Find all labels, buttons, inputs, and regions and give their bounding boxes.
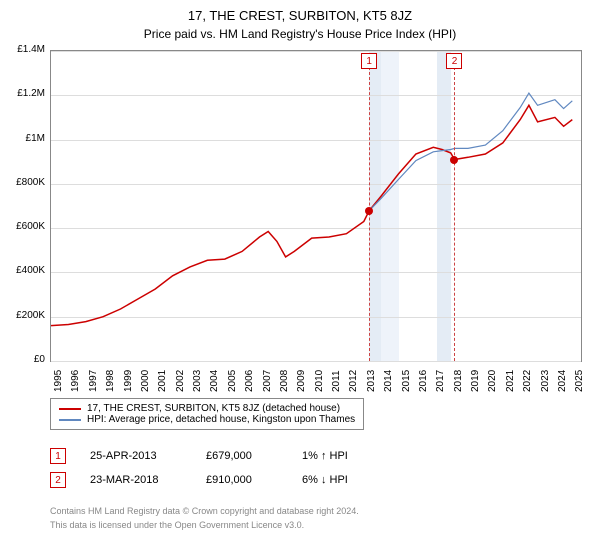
transaction-num-icon: 2 xyxy=(50,472,66,488)
x-axis-label: 2011 xyxy=(331,370,342,392)
legend-box: 17, THE CREST, SURBITON, KT5 8JZ (detach… xyxy=(50,398,364,430)
x-axis-label: 2017 xyxy=(435,370,446,392)
x-axis-label: 2008 xyxy=(279,370,290,392)
legend-label: HPI: Average price, detached house, King… xyxy=(87,414,355,425)
y-axis-label: £200K xyxy=(0,310,45,321)
series-line-hpi xyxy=(369,93,572,211)
x-axis-label: 2004 xyxy=(209,370,220,392)
marker-line xyxy=(454,67,455,361)
legend-label: 17, THE CREST, SURBITON, KT5 8JZ (detach… xyxy=(87,403,340,414)
x-axis-label: 2015 xyxy=(401,370,412,392)
x-axis-label: 2024 xyxy=(557,370,568,392)
x-axis-label: 2019 xyxy=(470,370,481,392)
transaction-price: £910,000 xyxy=(206,474,286,486)
x-axis-label: 2025 xyxy=(574,370,585,392)
y-axis-label: £800K xyxy=(0,177,45,188)
x-axis-label: 2001 xyxy=(157,370,168,392)
sale-point xyxy=(450,156,458,164)
footer-line: Contains HM Land Registry data © Crown c… xyxy=(50,506,359,516)
x-axis-label: 2013 xyxy=(366,370,377,392)
legend-swatch xyxy=(59,408,81,410)
chart-title: 17, THE CREST, SURBITON, KT5 8JZ xyxy=(0,0,600,23)
transaction-delta: 1% ↑ HPI xyxy=(302,450,348,462)
y-axis-label: £600K xyxy=(0,221,45,232)
legend-swatch xyxy=(59,419,81,421)
x-axis-label: 2006 xyxy=(244,370,255,392)
x-axis-label: 2020 xyxy=(487,370,498,392)
chart-subtitle: Price paid vs. HM Land Registry's House … xyxy=(0,23,600,41)
y-axis-label: £1M xyxy=(0,133,45,144)
x-axis-label: 2003 xyxy=(192,370,203,392)
x-axis-label: 2014 xyxy=(383,370,394,392)
transaction-row: 2 23-MAR-2018 £910,000 6% ↓ HPI xyxy=(50,472,348,488)
transaction-date: 25-APR-2013 xyxy=(90,450,190,462)
x-axis-label: 2007 xyxy=(262,370,273,392)
x-axis-label: 1999 xyxy=(123,370,134,392)
transaction-date: 23-MAR-2018 xyxy=(90,474,190,486)
footer-line: This data is licensed under the Open Gov… xyxy=(50,520,304,530)
transaction-price: £679,000 xyxy=(206,450,286,462)
x-axis-label: 2012 xyxy=(348,370,359,392)
x-axis-label: 2002 xyxy=(175,370,186,392)
y-axis-label: £1.2M xyxy=(0,88,45,99)
chart-container: 17, THE CREST, SURBITON, KT5 8JZ Price p… xyxy=(0,0,600,560)
x-axis-label: 2000 xyxy=(140,370,151,392)
gridline xyxy=(51,361,581,362)
x-axis-label: 2005 xyxy=(227,370,238,392)
x-axis-label: 1995 xyxy=(53,370,64,392)
marker-box: 1 xyxy=(361,53,377,69)
x-axis-label: 2016 xyxy=(418,370,429,392)
y-axis-label: £0 xyxy=(0,354,45,365)
sale-point xyxy=(365,207,373,215)
legend-item: 17, THE CREST, SURBITON, KT5 8JZ (detach… xyxy=(59,403,355,414)
x-axis-label: 2023 xyxy=(540,370,551,392)
x-axis-label: 2021 xyxy=(505,370,516,392)
line-layer xyxy=(51,51,581,361)
transaction-row: 1 25-APR-2013 £679,000 1% ↑ HPI xyxy=(50,448,348,464)
x-axis-label: 2018 xyxy=(453,370,464,392)
transaction-num-icon: 1 xyxy=(50,448,66,464)
x-axis-label: 1997 xyxy=(88,370,99,392)
legend-item: HPI: Average price, detached house, King… xyxy=(59,414,355,425)
plot-area: 12 xyxy=(50,50,582,362)
x-axis-label: 1998 xyxy=(105,370,116,392)
x-axis-label: 2022 xyxy=(522,370,533,392)
marker-box: 2 xyxy=(446,53,462,69)
y-axis-label: £1.4M xyxy=(0,44,45,55)
x-axis-label: 1996 xyxy=(70,370,81,392)
transaction-delta: 6% ↓ HPI xyxy=(302,474,348,486)
x-axis-label: 2009 xyxy=(296,370,307,392)
y-axis-label: £400K xyxy=(0,265,45,276)
x-axis-label: 2010 xyxy=(314,370,325,392)
